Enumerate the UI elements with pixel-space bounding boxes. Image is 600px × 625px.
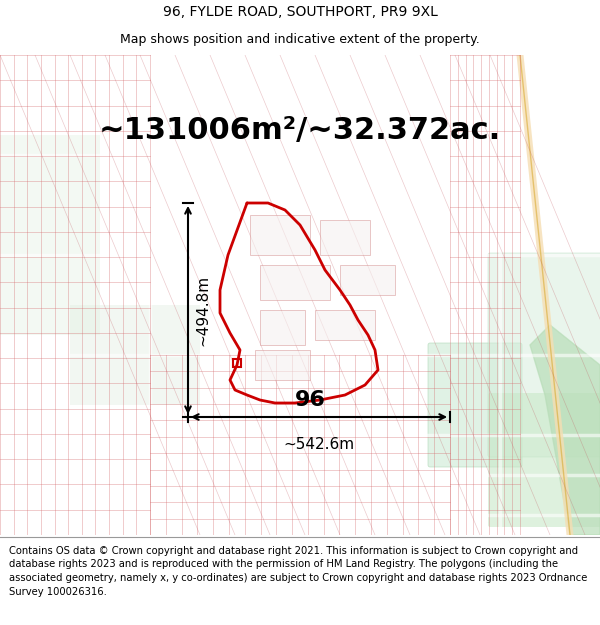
FancyBboxPatch shape	[488, 253, 600, 457]
FancyBboxPatch shape	[428, 343, 522, 467]
Text: Contains OS data © Crown copyright and database right 2021. This information is : Contains OS data © Crown copyright and d…	[9, 546, 587, 597]
Bar	[250, 215, 310, 255]
Bar	[260, 310, 305, 345]
Polygon shape	[530, 325, 600, 535]
Bar	[315, 310, 375, 340]
FancyBboxPatch shape	[70, 305, 200, 405]
Text: 96, FYLDE ROAD, SOUTHPORT, PR9 9XL: 96, FYLDE ROAD, SOUTHPORT, PR9 9XL	[163, 5, 437, 19]
Text: 96: 96	[295, 390, 326, 410]
Bar	[233, 359, 241, 367]
FancyBboxPatch shape	[0, 135, 100, 335]
Bar	[260, 265, 330, 300]
Bar	[255, 350, 310, 380]
Text: ~542.6m: ~542.6m	[283, 437, 355, 452]
Text: ~494.8m: ~494.8m	[196, 274, 211, 346]
FancyBboxPatch shape	[488, 393, 600, 527]
Bar	[320, 220, 370, 255]
Text: ~131006m²/~32.372ac.: ~131006m²/~32.372ac.	[99, 116, 501, 144]
Bar	[340, 265, 395, 295]
Text: Map shows position and indicative extent of the property.: Map shows position and indicative extent…	[120, 33, 480, 46]
